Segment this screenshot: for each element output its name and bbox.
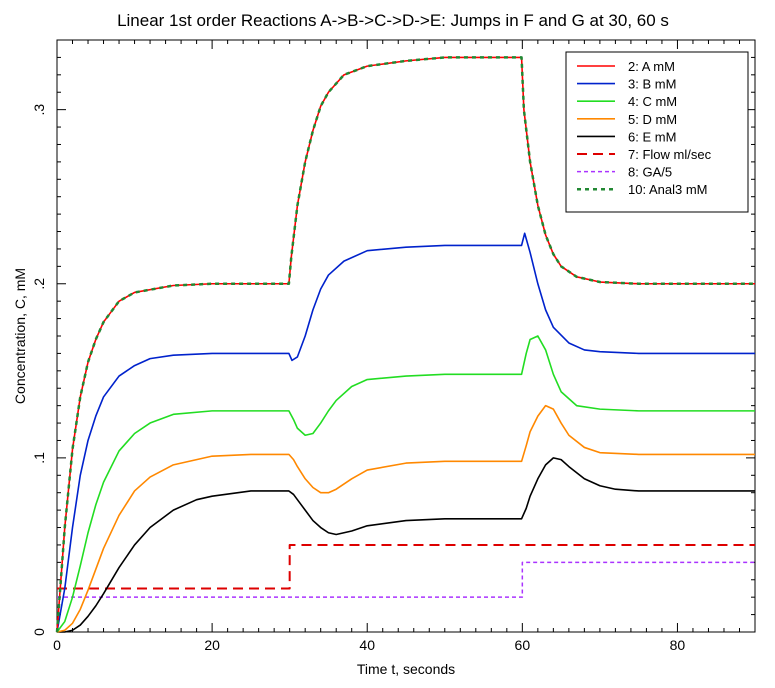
series-line-3: [56, 335, 755, 633]
legend-label: 10: Anal3 mM: [628, 182, 708, 197]
legend-label: 8: GA/5: [628, 165, 672, 180]
axis-ticks: 0 20 40 60 80 0 .1 .2 .3: [31, 39, 756, 653]
x-tick-label: 80: [670, 637, 686, 653]
series-line-6: [57, 543, 755, 590]
x-tick-label: 20: [204, 637, 220, 653]
y-tick-label: .2: [31, 278, 47, 290]
y-tick-label: .1: [31, 452, 47, 464]
legend-label: 6: E mM: [628, 129, 676, 144]
legend-label: 4: C mM: [628, 94, 677, 109]
x-tick-label: 60: [515, 637, 531, 653]
legend-box: [565, 51, 749, 213]
legend: 2: A mM 3: B mM 4: C mM 5: D mM 6: E mM 7: Fl…: [565, 51, 749, 213]
series-line-8: [55, 56, 755, 633]
series-layer: [55, 56, 755, 633]
series-line-7: [57, 561, 755, 598]
series-line-5: [57, 457, 755, 633]
legend-label: 3: B mM: [628, 77, 676, 92]
chart-title: Linear 1st order Reactions A->B->C->D->E…: [117, 11, 669, 30]
legend-label: 2: A mM: [628, 59, 675, 74]
legend-label: 5: D mM: [628, 112, 677, 127]
y-tick-label: .3: [31, 104, 47, 116]
series-line-2: [56, 232, 755, 633]
x-tick-label: 0: [53, 637, 61, 653]
x-tick-label: 40: [359, 637, 375, 653]
y-axis-label: Concentration, C, mM: [12, 268, 28, 404]
series-line-4: [56, 404, 755, 633]
y-tick-label: 0: [31, 628, 47, 636]
x-axis-label: Time t, seconds: [357, 661, 455, 677]
legend-label: 7: Flow ml/sec: [628, 147, 712, 162]
